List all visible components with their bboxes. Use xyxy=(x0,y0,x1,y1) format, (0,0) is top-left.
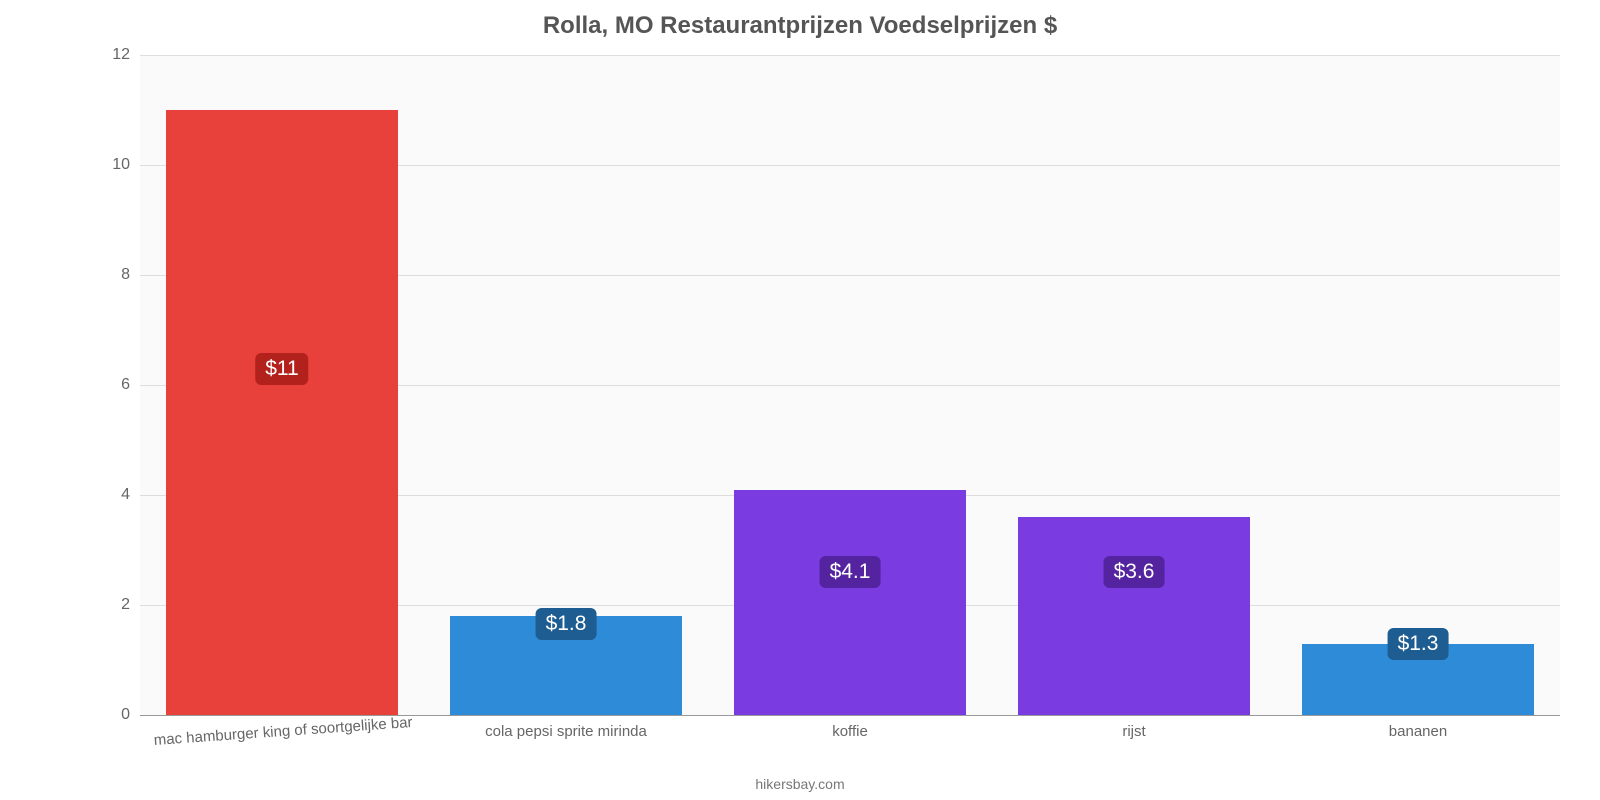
y-tick-label: 12 xyxy=(112,46,140,64)
y-tick-label: 0 xyxy=(121,706,140,724)
x-tick-label: koffie xyxy=(832,715,868,740)
y-tick-label: 10 xyxy=(112,156,140,174)
chart-title: Rolla, MO Restaurantprijzen Voedselprijz… xyxy=(0,0,1600,40)
bar-value-label: $1.8 xyxy=(536,608,597,640)
bar xyxy=(1018,517,1251,715)
bar-value-label: $11 xyxy=(255,353,308,385)
bar-value-label: $1.3 xyxy=(1388,628,1449,660)
y-tick-label: 4 xyxy=(121,486,140,504)
bar-value-label: $3.6 xyxy=(1104,556,1165,588)
x-tick-label: cola pepsi sprite mirinda xyxy=(485,715,647,740)
x-tick-label: bananen xyxy=(1389,715,1447,740)
bar-value-label: $4.1 xyxy=(820,556,881,588)
plot-area: 024681012$11mac hamburger king of soortg… xyxy=(140,55,1560,715)
y-tick-label: 2 xyxy=(121,596,140,614)
bar xyxy=(734,490,967,716)
bar xyxy=(166,110,399,715)
attribution-text: hikersbay.com xyxy=(755,776,844,792)
y-tick-label: 8 xyxy=(121,266,140,284)
gridline xyxy=(140,55,1560,56)
price-chart: Rolla, MO Restaurantprijzen Voedselprijz… xyxy=(0,0,1600,800)
y-tick-label: 6 xyxy=(121,376,140,394)
x-tick-label: rijst xyxy=(1122,715,1145,740)
